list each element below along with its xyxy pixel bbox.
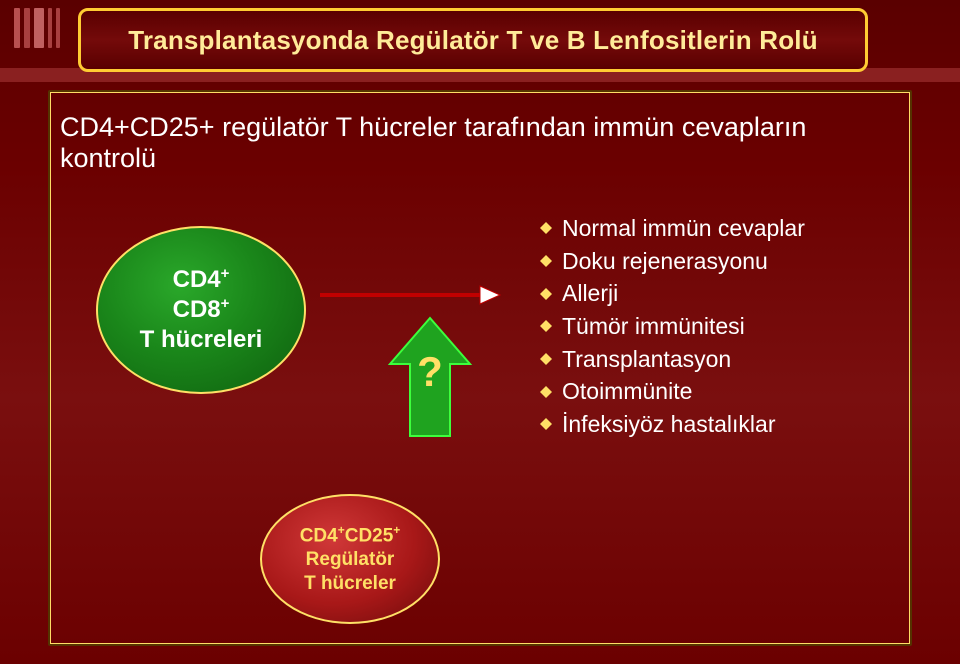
list-item: Allerji: [540, 277, 805, 310]
page-title: Transplantasyonda Regülatör T ve B Lenfo…: [128, 25, 818, 56]
diamond-icon: [540, 353, 552, 365]
ellipse1-line2: CD8+: [173, 295, 230, 325]
list-item-label: İnfeksiyöz hastalıklar: [562, 408, 775, 441]
list-item-label: Doku rejenerasyonu: [562, 245, 768, 278]
list-item: İnfeksiyöz hastalıklar: [540, 408, 805, 441]
list-item: Doku rejenerasyonu: [540, 245, 805, 278]
ellipse1-line3: T hücreleri: [140, 325, 263, 355]
title-box: Transplantasyonda Regülatör T ve B Lenfo…: [78, 8, 868, 72]
list-item: Transplantasyon: [540, 343, 805, 376]
diamond-icon: [540, 222, 552, 234]
diamond-icon: [540, 255, 552, 267]
list-item-label: Allerji: [562, 277, 618, 310]
diamond-icon: [540, 418, 552, 430]
ellipse1-line1: CD4+: [173, 265, 230, 295]
regulatory-tcells-ellipse: CD4+CD25+ Regülatör T hücreler: [260, 494, 440, 624]
effector-tcells-ellipse: CD4+ CD8+ T hücreleri: [96, 226, 306, 394]
diamond-icon: [540, 320, 552, 332]
question-mark: ?: [392, 348, 468, 396]
ellipse2-line3: T hücreler: [304, 572, 396, 596]
list-item: Tümör immünitesi: [540, 310, 805, 343]
subtitle-text: CD4+CD25+ regülatör T hücreler tarafında…: [60, 112, 900, 174]
list-item: Normal immün cevaplar: [540, 212, 805, 245]
ellipse2-line1: CD4+CD25+: [300, 523, 401, 548]
list-item-label: Tümör immünitesi: [562, 310, 745, 343]
list-item-label: Normal immün cevaplar: [562, 212, 805, 245]
diamond-icon: [540, 288, 552, 300]
horizontal-arrow: [320, 280, 500, 286]
diamond-icon: [540, 386, 552, 398]
outcomes-list: Normal immün cevaplar Doku rejenerasyonu…: [540, 212, 805, 441]
list-item-label: Otoimmünite: [562, 375, 692, 408]
list-item: Otoimmünite: [540, 375, 805, 408]
list-item-label: Transplantasyon: [562, 343, 731, 376]
ellipse2-line2: Regülatör: [306, 548, 395, 572]
corner-decoration: [14, 8, 60, 48]
